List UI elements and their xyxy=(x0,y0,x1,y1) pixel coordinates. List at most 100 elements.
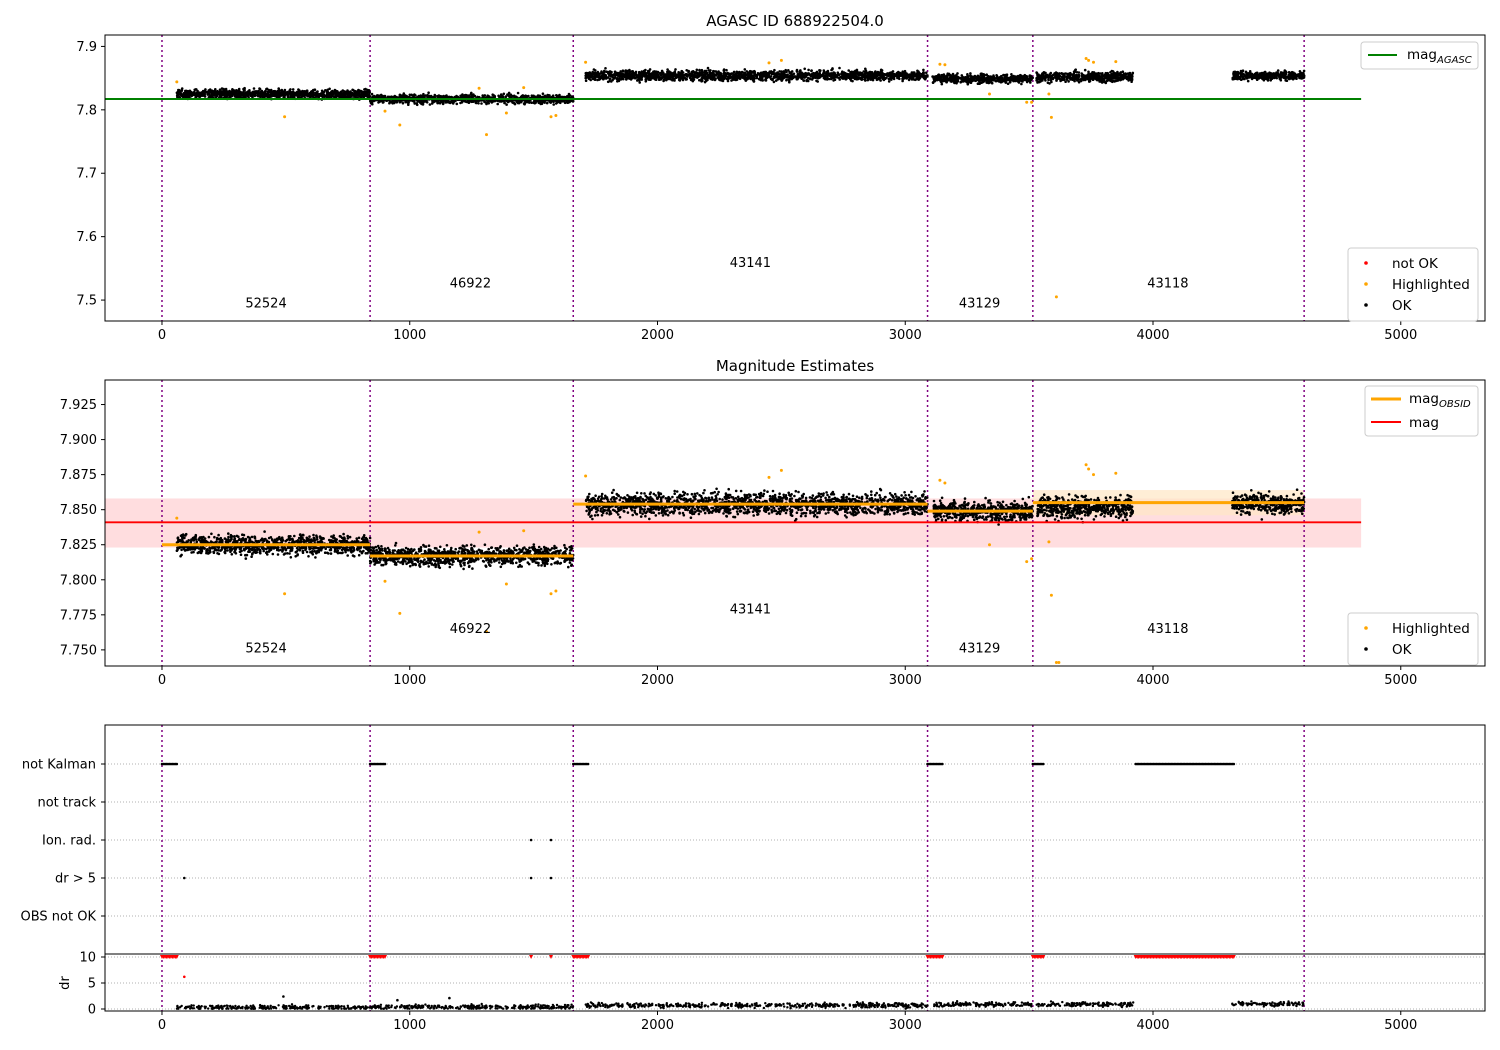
ok-point xyxy=(609,74,612,78)
ok-point xyxy=(1008,79,1012,82)
ok-point xyxy=(347,95,351,99)
ok-point xyxy=(653,71,656,74)
ok-point xyxy=(502,92,506,96)
ok-point xyxy=(648,78,652,81)
ok-point xyxy=(956,72,959,75)
ok-point xyxy=(757,72,760,76)
ok-point xyxy=(956,80,959,83)
ok-point xyxy=(1040,73,1044,76)
ok-point xyxy=(392,101,396,105)
ok-point xyxy=(1124,72,1127,75)
ok-point xyxy=(941,75,944,78)
ok-point xyxy=(679,76,683,80)
ok-point xyxy=(1092,76,1096,80)
ok-point xyxy=(771,71,775,74)
ok-point xyxy=(685,77,688,81)
ok-point xyxy=(907,73,911,77)
ok-point xyxy=(866,75,869,78)
ok-point xyxy=(1054,71,1058,75)
ok-point xyxy=(1119,74,1122,78)
ok-point xyxy=(637,70,641,74)
ok-point xyxy=(904,75,908,79)
ok-point xyxy=(618,72,621,76)
ok-point xyxy=(746,75,750,78)
ok-point xyxy=(452,99,456,103)
ok-point xyxy=(1083,68,1087,72)
ok-point xyxy=(183,95,187,99)
ok-point xyxy=(393,94,397,98)
ok-point xyxy=(219,93,223,96)
ok-point xyxy=(1092,71,1095,75)
ok-point xyxy=(521,94,525,97)
ok-point xyxy=(851,76,855,79)
ok-point xyxy=(603,69,606,73)
ok-point xyxy=(972,75,975,79)
ok-point xyxy=(465,94,469,97)
ok-point xyxy=(259,94,262,98)
ok-point xyxy=(897,75,901,78)
ok-point xyxy=(366,89,370,92)
ok-point xyxy=(631,75,635,78)
ok-point xyxy=(507,91,511,95)
ok-point xyxy=(556,101,559,104)
ok-point xyxy=(208,88,212,91)
ok-point xyxy=(505,103,508,106)
ok-point xyxy=(188,91,191,95)
ok-point xyxy=(707,69,711,72)
ok-point xyxy=(700,80,703,83)
ok-point xyxy=(778,73,782,76)
ok-point xyxy=(810,69,813,72)
ok-point xyxy=(1006,82,1010,85)
ok-point xyxy=(830,68,833,72)
ok-point xyxy=(665,76,668,79)
ok-point xyxy=(340,90,343,94)
ok-point xyxy=(808,77,811,80)
ok-point xyxy=(973,79,977,82)
ok-point xyxy=(744,79,748,82)
ok-point xyxy=(641,71,645,74)
ok-point xyxy=(634,70,638,74)
ok-point xyxy=(922,71,925,74)
ok-point xyxy=(785,78,788,82)
ok-point xyxy=(837,76,841,80)
ok-point xyxy=(506,100,509,103)
ok-point xyxy=(947,78,951,81)
ok-point xyxy=(320,92,323,95)
ok-point xyxy=(466,99,469,103)
ok-point xyxy=(738,73,741,77)
ok-point xyxy=(224,87,228,91)
ok-point xyxy=(270,89,273,93)
ok-point xyxy=(931,81,935,84)
ok-point xyxy=(441,102,445,106)
ok-point xyxy=(592,72,595,76)
ok-point xyxy=(402,92,406,95)
ok-point xyxy=(868,72,871,76)
ok-point xyxy=(313,88,317,91)
ok-point xyxy=(301,89,304,93)
ok-point xyxy=(341,94,345,97)
ok-point xyxy=(266,90,270,94)
ok-point xyxy=(523,101,527,105)
ok-point xyxy=(584,79,588,82)
ok-point xyxy=(841,70,844,73)
ok-point xyxy=(727,72,730,75)
ok-point xyxy=(259,92,263,95)
ok-point xyxy=(854,75,857,78)
ok-point xyxy=(1246,79,1250,83)
ok-point xyxy=(873,71,877,74)
ok-point xyxy=(898,77,901,81)
ok-point xyxy=(211,93,214,97)
ok-point xyxy=(201,94,205,97)
ok-point xyxy=(683,76,686,79)
ok-point xyxy=(1004,77,1008,81)
ok-point xyxy=(931,75,934,78)
ok-point xyxy=(983,78,986,81)
ok-point xyxy=(369,100,372,103)
ok-point xyxy=(1125,77,1129,81)
ok-point xyxy=(177,88,180,92)
ok-point xyxy=(692,78,696,81)
ok-point xyxy=(1013,78,1017,81)
ok-point xyxy=(532,99,536,103)
ok-point xyxy=(538,100,542,104)
ok-point xyxy=(1113,77,1116,80)
